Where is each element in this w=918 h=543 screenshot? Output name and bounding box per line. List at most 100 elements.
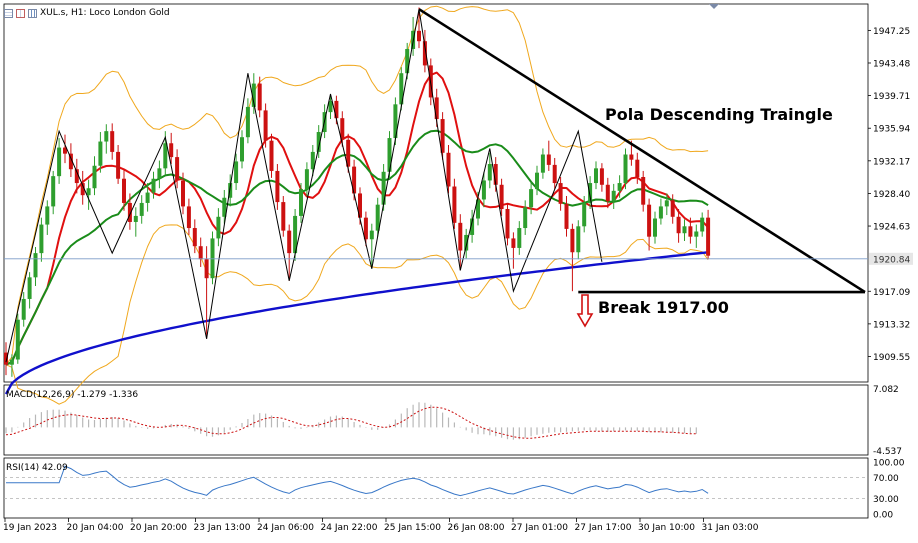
candle-body [245, 106, 250, 138]
pattern-label: Pola Descending Traingle [605, 105, 833, 124]
candle-body [523, 207, 528, 229]
chart-header: XUL.s, H1: Loco London Gold [4, 8, 170, 18]
candle-body [74, 169, 79, 184]
price-tick-label: 1909.55 [873, 353, 910, 363]
candle-body [275, 170, 280, 203]
candle-body [51, 176, 56, 207]
candle-body [381, 171, 386, 205]
candle-body [546, 154, 551, 165]
rsi-label: RSI(14) 42.09 [6, 463, 68, 473]
candle-body [505, 209, 510, 239]
time-tick-label: 19 Jan 2023 [3, 523, 57, 533]
candle-body [499, 184, 504, 210]
zigzag-line [5, 9, 603, 363]
candle-body [27, 277, 32, 299]
candle-body [287, 230, 292, 254]
candle-body [446, 152, 451, 187]
candle-body [204, 259, 209, 279]
list-icon[interactable] [4, 8, 13, 18]
candle-body [346, 139, 351, 167]
candle-body [257, 83, 262, 111]
candle-body [116, 151, 121, 179]
candle-body [588, 183, 593, 203]
candle-body [157, 168, 162, 179]
candle-body [358, 193, 362, 218]
table-icon[interactable] [16, 8, 25, 18]
rsi-axis-label: 0.00 [873, 511, 893, 521]
candle-body [39, 224, 44, 254]
candle-body [694, 231, 699, 237]
rsi-panel: RSI(14) 42.09 100.00 70.00 30.00 0.00 [4, 459, 905, 521]
candle-body [688, 226, 693, 237]
candle-body [653, 218, 657, 237]
candle-body [33, 253, 38, 278]
candle-body [470, 218, 475, 235]
candle-body [45, 206, 50, 225]
time-tick-label: 25 Jan 15:00 [384, 523, 441, 533]
candle-body [700, 217, 705, 232]
price-tick-label: 1913.32 [873, 320, 910, 330]
candle-body [387, 138, 392, 172]
candle-body [623, 154, 628, 184]
candle-body [127, 202, 132, 222]
time-tick-label: 30 Jan 10:00 [638, 523, 695, 533]
candle-body [635, 159, 640, 177]
time-tick-label: 31 Jan 03:00 [702, 523, 759, 533]
candle-body [464, 234, 469, 251]
candle-body [181, 180, 185, 207]
candle-body [647, 204, 652, 237]
price-tick-label: 1932.17 [873, 157, 910, 167]
candle-body [281, 202, 286, 231]
candle-body [476, 199, 480, 219]
time-tick-label: 23 Jan 13:00 [194, 523, 251, 533]
candle-body [511, 238, 516, 248]
candle-body [222, 197, 227, 217]
candle-body [664, 200, 669, 207]
candle-body [269, 140, 274, 171]
bar-chart-icon[interactable] [28, 8, 37, 18]
candle-body [310, 151, 315, 170]
candle-body [80, 183, 85, 196]
macd-axis-label: 7.082 [873, 385, 899, 395]
candle-body [481, 180, 486, 200]
current-price-box [869, 252, 913, 265]
candle-body [216, 216, 221, 239]
candle-body [611, 190, 616, 202]
rsi-axis-label: 70.00 [873, 474, 899, 484]
price-tick-label: 1924.63 [873, 223, 910, 233]
candle-body [9, 359, 14, 365]
candle-body [316, 132, 321, 152]
candle-body [629, 154, 634, 160]
candle-body [405, 48, 410, 74]
candle-body [210, 238, 215, 279]
time-tick-label: 20 Jan 20:00 [130, 523, 187, 533]
candle-body [198, 246, 203, 260]
rsi-line [6, 465, 709, 497]
down-arrow-icon [576, 294, 594, 328]
candle-body [594, 168, 598, 184]
candle-body [552, 164, 557, 184]
macd-label: MACD(12,26,9) -1.279 -1.336 [6, 390, 138, 400]
candle-body [517, 228, 522, 248]
descending-trendline [418, 8, 866, 294]
candle-body [369, 230, 374, 240]
chart-title: XUL.s, H1: Loco London Gold [40, 8, 170, 18]
candle-body [15, 319, 20, 360]
time-tick-label: 24 Jan 22:00 [321, 523, 378, 533]
candle-body [240, 137, 244, 162]
candle-body [104, 131, 109, 142]
panel-frame [3, 384, 869, 456]
candle-body [169, 143, 174, 158]
candle-body [417, 30, 421, 42]
candle-body [440, 119, 445, 153]
panel-frames [3, 3, 869, 519]
time-tick-label: 20 Jan 04:00 [67, 523, 124, 533]
break-label: Break 1917.00 [598, 298, 729, 317]
candle-body [452, 186, 457, 223]
time-tick-label: 26 Jan 08:00 [448, 523, 505, 533]
candle-body [175, 157, 180, 181]
time-tick-label: 27 Jan 01:00 [511, 523, 568, 533]
price-tick-label: 1947.25 [873, 27, 910, 37]
